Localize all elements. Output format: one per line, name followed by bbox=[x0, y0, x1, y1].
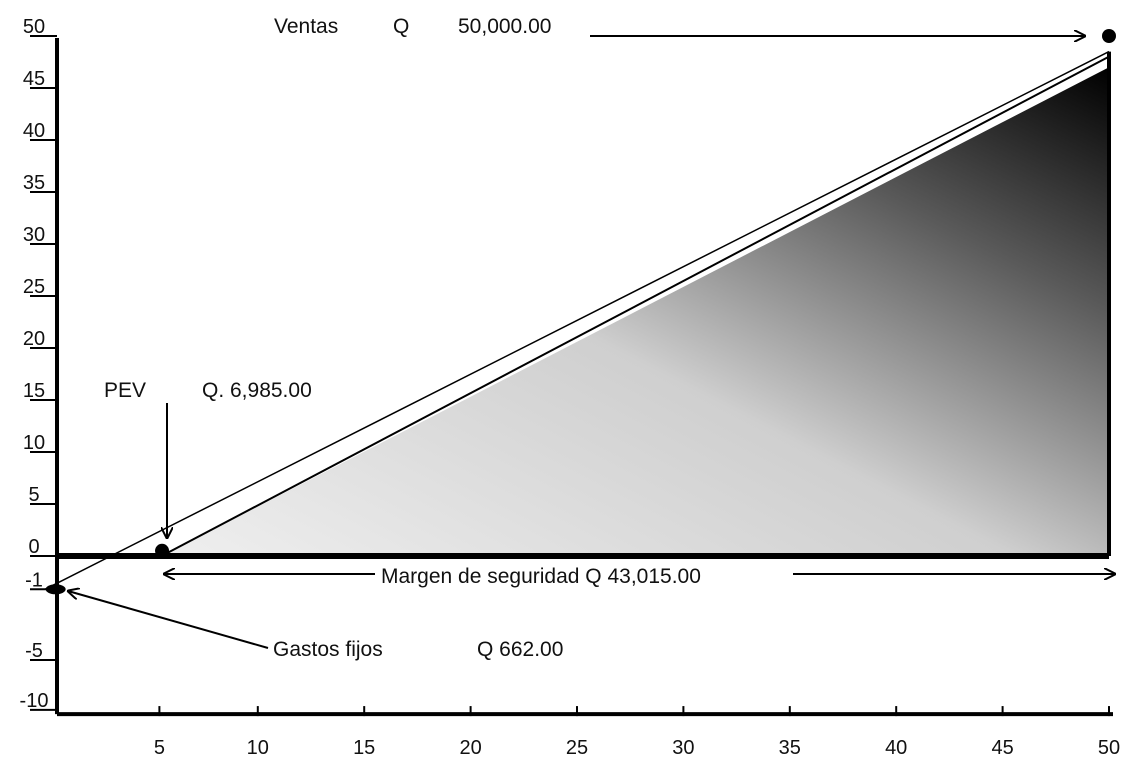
gastos-value: Q 662.00 bbox=[477, 638, 563, 661]
ventas-value: 50,000.00 bbox=[458, 15, 551, 38]
y-tick-label: -1 bbox=[25, 569, 43, 591]
gastos-label: Gastos fijos bbox=[273, 638, 383, 661]
y-tick-label: 15 bbox=[23, 380, 45, 402]
margen-label: Margen de seguridad Q 43,015.00 bbox=[381, 565, 701, 588]
y-tick-label: 5 bbox=[28, 484, 39, 506]
pev-value: Q. 6,985.00 bbox=[202, 379, 312, 402]
y-tick-label: 10 bbox=[23, 432, 45, 454]
x-tick-label: 20 bbox=[459, 737, 481, 759]
pev-label: PEV bbox=[104, 379, 146, 402]
y-tick-label: 40 bbox=[23, 120, 45, 142]
lines-layer bbox=[44, 36, 1115, 649]
margin-triangle bbox=[162, 67, 1110, 556]
y-tick-label: 45 bbox=[23, 68, 45, 90]
y-tick-label: 25 bbox=[23, 276, 45, 298]
y-tick-label: -5 bbox=[25, 640, 43, 662]
x-tick-label: 25 bbox=[566, 737, 588, 759]
y-tick-label: -10 bbox=[20, 690, 49, 712]
fill-layer bbox=[162, 67, 1110, 556]
x-tick-label: 50 bbox=[1098, 737, 1120, 759]
y-tick-label: 20 bbox=[23, 328, 45, 350]
ventas-currency: Q bbox=[393, 15, 409, 38]
break-even-point bbox=[155, 543, 170, 558]
x-tick-label: 35 bbox=[779, 737, 801, 759]
y-tick-label: 50 bbox=[23, 16, 45, 38]
x-tick-label: 15 bbox=[353, 737, 375, 759]
x-tick-label: 45 bbox=[991, 737, 1013, 759]
y-tick-label: 0 bbox=[28, 536, 39, 558]
sales-line-inner bbox=[161, 55, 1110, 557]
sales-line bbox=[44, 50, 1110, 590]
axes-layer bbox=[55, 38, 1113, 717]
sales-point bbox=[1102, 29, 1116, 43]
x-tick-label: 40 bbox=[885, 737, 907, 759]
gastos-arrow bbox=[68, 591, 269, 649]
x-tick-label: 5 bbox=[154, 737, 165, 759]
y-tick-label: 30 bbox=[23, 224, 45, 246]
x-tick-label: 30 bbox=[672, 737, 694, 759]
y-tick-label: 35 bbox=[23, 172, 45, 194]
ventas-label: Ventas bbox=[274, 15, 338, 38]
x-tick-label: 10 bbox=[247, 737, 269, 759]
